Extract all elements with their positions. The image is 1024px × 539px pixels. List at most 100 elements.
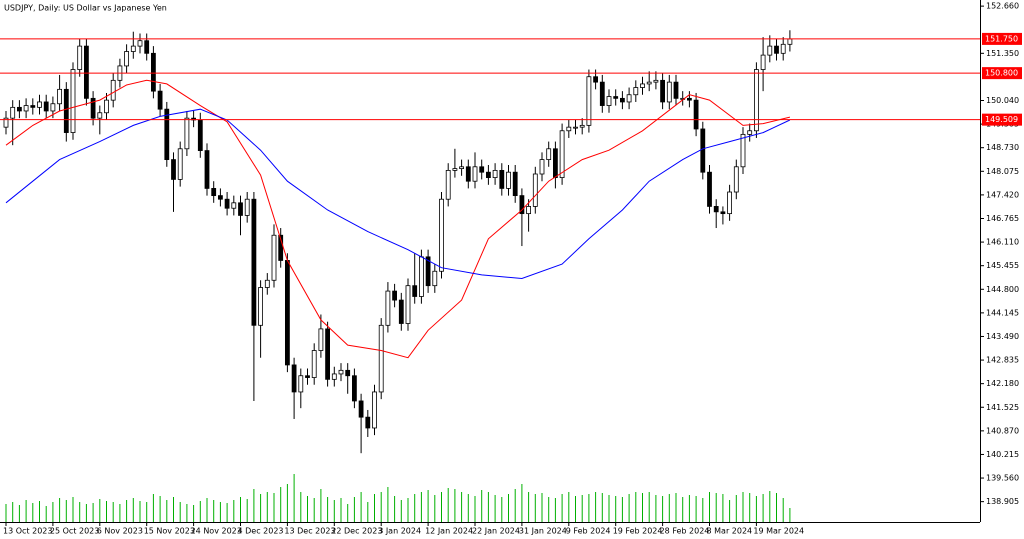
y-tick-label: 152.660	[986, 2, 1019, 11]
candle-body	[144, 40, 150, 54]
candle-body	[217, 195, 223, 200]
candle-body	[130, 45, 136, 52]
candle-body	[445, 169, 451, 200]
y-tick-label: 146.765	[986, 214, 1019, 223]
candle-body	[506, 171, 511, 189]
chart-title: USDJPY, Daily: US Dollar vs Japanese Yen	[4, 4, 167, 13]
level-label: 150.800	[985, 69, 1018, 78]
candle-body	[633, 87, 639, 96]
candle-body	[43, 101, 49, 112]
candle-body	[432, 270, 438, 287]
candle-body	[258, 287, 264, 326]
candle-body	[599, 81, 605, 106]
candle-body	[465, 166, 471, 182]
x-tick-label: 13 Dec 2023	[284, 527, 335, 536]
candle-body	[472, 166, 478, 182]
y-tick-label: 143.490	[986, 332, 1019, 341]
candle-body	[747, 130, 753, 135]
candle-body	[398, 299, 404, 324]
x-tick-label: 13 Oct 2023	[3, 527, 52, 536]
candle-body	[90, 97, 96, 119]
candle-body	[338, 369, 344, 375]
candle-body	[566, 126, 572, 132]
candle-body	[740, 133, 746, 168]
x-tick-label: 22 Jan 2024	[472, 527, 520, 536]
y-tick-label: 140.870	[986, 426, 1019, 435]
candle-body	[754, 69, 759, 132]
candle-body	[646, 81, 652, 85]
candle-body	[767, 45, 773, 56]
candle-body	[177, 148, 183, 180]
x-tick-label: 6 Nov 2023	[97, 527, 143, 536]
candle-body	[311, 350, 317, 378]
candle-body	[104, 99, 109, 114]
candle-body	[291, 364, 297, 393]
candle-body	[385, 290, 391, 326]
candle-body	[626, 94, 632, 103]
candle-body	[640, 83, 645, 88]
candle-body	[693, 99, 699, 130]
level-tag	[982, 113, 1022, 126]
candle-body	[70, 69, 76, 133]
candle-body	[573, 126, 578, 129]
y-tick-label: 142.835	[986, 356, 1019, 365]
candle-body	[559, 130, 565, 179]
candle-body	[392, 290, 398, 301]
y-tick-label: 141.525	[986, 403, 1019, 412]
candle-body	[224, 198, 230, 209]
x-tick-label: 19 Feb 2024	[613, 527, 663, 536]
candle-body	[492, 169, 498, 179]
candle-body	[305, 375, 310, 378]
candle-body	[378, 324, 384, 393]
level-label: 149.509	[985, 115, 1018, 124]
candle-body	[512, 171, 518, 197]
candle-body	[485, 171, 491, 179]
candle-body	[425, 256, 431, 287]
candle-body	[204, 150, 210, 189]
candle-body	[660, 79, 665, 103]
candle-body	[77, 45, 83, 70]
candle-body	[365, 416, 371, 429]
x-tick-label: 4 Dec 2023	[238, 527, 284, 536]
candle-body	[164, 108, 170, 160]
candle-body	[653, 79, 659, 83]
candle-body	[197, 119, 203, 151]
candle-body	[57, 88, 62, 105]
candle-body	[318, 328, 324, 351]
candle-body	[439, 198, 444, 272]
candle-body	[271, 234, 277, 281]
candle-body	[171, 159, 176, 180]
candle-body	[264, 279, 270, 288]
candle-body	[23, 105, 29, 112]
candle-body	[707, 171, 712, 207]
x-tick-label: 3 Jan 2024	[378, 527, 421, 536]
candle-body	[780, 43, 786, 54]
x-tick-label: 28 Feb 2024	[660, 527, 710, 536]
candle-body	[673, 81, 679, 99]
candle-body	[372, 391, 377, 429]
candle-body	[251, 198, 257, 326]
candle-body	[727, 191, 732, 215]
candle-body	[405, 285, 411, 324]
x-tick-label: 9 Feb 2024	[566, 527, 611, 536]
candle-body	[499, 169, 505, 189]
y-tick-label: 147.420	[986, 190, 1019, 199]
candle-body	[452, 168, 458, 171]
candle-body	[606, 96, 612, 106]
x-tick-label: 24 Nov 2023	[191, 527, 242, 536]
candle-body	[620, 97, 625, 103]
level-label: 151.750	[985, 34, 1018, 43]
candle-body	[546, 148, 552, 160]
candle-body	[16, 106, 22, 112]
ma-line	[5, 79, 791, 359]
x-tick-label: 12 Jan 2024	[425, 527, 473, 536]
candle-body	[774, 45, 779, 54]
candle-body	[412, 285, 418, 297]
candle-body	[84, 45, 89, 99]
candle-body	[733, 166, 739, 193]
y-tick-label: 148.075	[986, 167, 1019, 176]
candle-body	[613, 96, 619, 99]
candle-body	[137, 40, 143, 47]
